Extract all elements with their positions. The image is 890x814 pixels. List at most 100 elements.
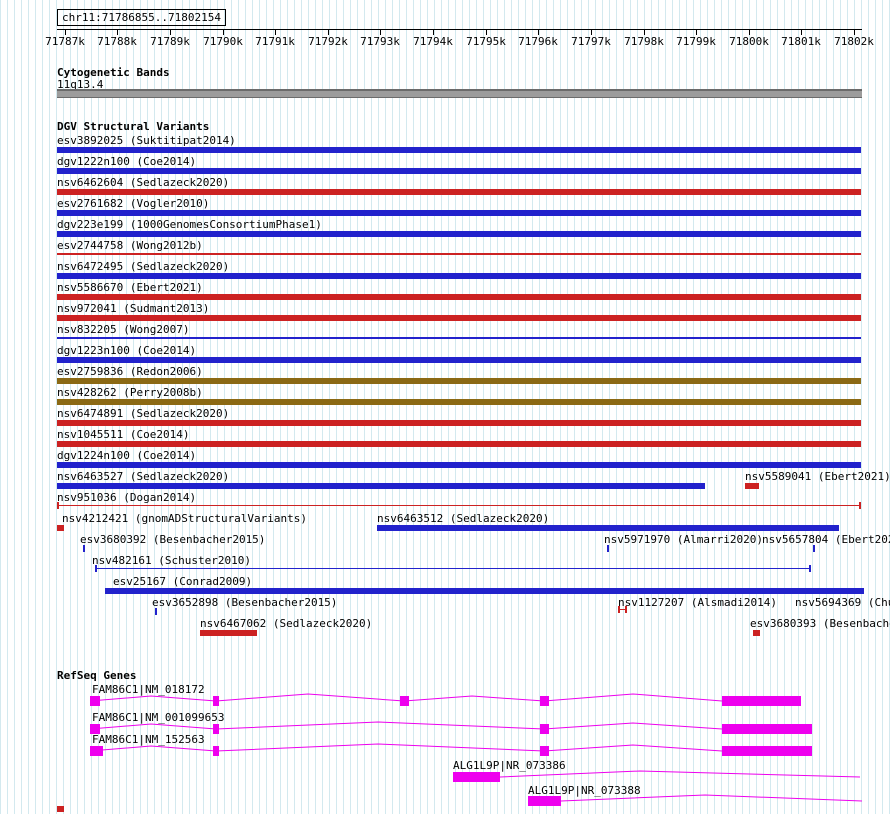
ruler-tick [591, 29, 592, 35]
ruler-tick [223, 29, 224, 35]
variant-bar[interactable] [745, 483, 759, 489]
ruler-tick-label: 71793k [360, 35, 400, 48]
variant-label: esv3892025 (Suktitipat2014) [57, 134, 236, 147]
variant-label: nsv6463527 (Sedlazeck2020) [57, 470, 230, 483]
gene-exon[interactable] [400, 696, 409, 706]
gene-label: FAM86C1|NM_018172 [92, 683, 205, 696]
gene-exon[interactable] [540, 746, 549, 756]
variant-thin-line[interactable] [57, 253, 861, 255]
variant-bar[interactable] [57, 294, 861, 300]
variant-bar[interactable] [57, 483, 705, 489]
gene-exon[interactable] [528, 796, 561, 806]
gene-exon[interactable] [90, 696, 100, 706]
variant-label: nsv5694369 (Chua [795, 596, 890, 609]
variant-bar[interactable] [57, 168, 861, 174]
gene-exon[interactable] [722, 746, 812, 756]
ruler-tick-label: 71796k [518, 35, 558, 48]
variant-bar[interactable] [57, 147, 861, 153]
variant-label: dgv223e199 (1000GenomesConsortiumPhase1) [57, 218, 322, 231]
ruler-tick [644, 29, 645, 35]
variant-bar[interactable] [57, 315, 861, 321]
variant-bar[interactable] [200, 630, 257, 636]
ruler-tick-label: 71795k [466, 35, 506, 48]
variant-label: nsv6463512 (Sedlazeck2020) [377, 512, 550, 525]
ruler-tick [275, 29, 276, 35]
gene-exon[interactable] [90, 746, 103, 756]
variant-label: nsv972041 (Sudmant2013) [57, 302, 210, 315]
variant-label: nsv5657804 (Ebert2021) [762, 533, 890, 546]
gene-exon[interactable] [213, 724, 219, 734]
gene-label: ALG1L9P|NR_073388 [528, 784, 641, 797]
cytoband-label: 11q13.4 [57, 78, 104, 91]
variant-bar[interactable] [57, 210, 861, 216]
ruler-tick [486, 29, 487, 35]
variant-label: esv3652898 (Besenbacher2015) [152, 596, 338, 609]
variant-span[interactable] [95, 565, 811, 572]
gene-exon[interactable] [90, 724, 100, 734]
ruler-tick [854, 29, 855, 35]
variant-label: nsv482161 (Schuster2010) [92, 554, 251, 567]
variant-bar[interactable] [105, 588, 864, 594]
variant-bar[interactable] [57, 399, 861, 405]
variant-label: esv2761682 (Vogler2010) [57, 197, 210, 210]
ruler-tick-label: 71787k [45, 35, 85, 48]
variant-label: dgv1222n100 (Coe2014) [57, 155, 197, 168]
variant-bar[interactable] [57, 806, 64, 812]
gene-exon[interactable] [213, 696, 219, 706]
variant-label: nsv6472495 (Sedlazeck2020) [57, 260, 230, 273]
region-label: chr11:71786855..71802154 [57, 9, 226, 26]
variant-bar[interactable] [57, 231, 861, 237]
variant-bar[interactable] [57, 441, 861, 447]
ruler-tick [328, 29, 329, 35]
variant-bar[interactable] [57, 462, 861, 468]
gene-exon[interactable] [722, 696, 801, 706]
variant-label: nsv6474891 (Sedlazeck2020) [57, 407, 230, 420]
variant-label: dgv1223n100 (Coe2014) [57, 344, 197, 357]
variant-bar[interactable] [753, 630, 760, 636]
variant-bar[interactable] [57, 357, 861, 363]
variant-point-tick[interactable] [607, 545, 609, 552]
variant-label: esv3680392 (Besenbacher2015) [80, 533, 266, 546]
variant-point-tick[interactable] [813, 545, 815, 552]
gene-exon[interactable] [722, 724, 812, 734]
variant-label: nsv5589041 (Ebert2021) [745, 470, 890, 483]
variant-label: esv25167 (Conrad2009) [113, 575, 253, 588]
variant-label: esv2759836 (Redon2006) [57, 365, 203, 378]
variant-label: nsv832205 (Wong2007) [57, 323, 190, 336]
ruler-tick [696, 29, 697, 35]
variant-label: nsv1127207 (Alsmadi2014) [618, 596, 777, 609]
ruler-baseline [57, 29, 862, 30]
ruler-tick-label: 71794k [413, 35, 453, 48]
variant-label: nsv4212421 (gnomADStructuralVariants) [62, 512, 308, 525]
ruler-tick [65, 29, 66, 35]
ruler-tick [380, 29, 381, 35]
variant-label: nsv428262 (Perry2008b) [57, 386, 203, 399]
ruler-tick-label: 71798k [624, 35, 664, 48]
variant-thin-line[interactable] [57, 337, 861, 339]
variant-bar[interactable] [57, 378, 861, 384]
variant-bar[interactable] [57, 525, 64, 531]
ruler-tick [749, 29, 750, 35]
variant-bar[interactable] [57, 273, 861, 279]
gene-exon[interactable] [540, 696, 549, 706]
variant-span[interactable] [618, 606, 627, 613]
ruler-tick-label: 71791k [255, 35, 295, 48]
variant-point-tick[interactable] [83, 545, 85, 552]
variant-point-tick[interactable] [155, 608, 157, 615]
variant-bar[interactable] [377, 525, 839, 531]
gene-exon[interactable] [453, 772, 500, 782]
refseq-genes-title: RefSeq Genes [57, 669, 137, 682]
gene-exon[interactable] [213, 746, 219, 756]
gene-exon[interactable] [540, 724, 549, 734]
span-line [618, 609, 627, 610]
ruler-tick-label: 71800k [729, 35, 769, 48]
variant-bar[interactable] [57, 189, 861, 195]
ruler-tick-label: 71799k [676, 35, 716, 48]
variant-bar[interactable] [57, 420, 861, 426]
ruler-tick-label: 71788k [97, 35, 137, 48]
cytoband-bar[interactable] [57, 89, 862, 98]
ruler-tick-label: 71801k [781, 35, 821, 48]
variant-span[interactable] [57, 502, 861, 509]
variant-label: dgv1224n100 (Coe2014) [57, 449, 197, 462]
dgv-structural-variants-title: DGV Structural Variants [57, 120, 210, 133]
